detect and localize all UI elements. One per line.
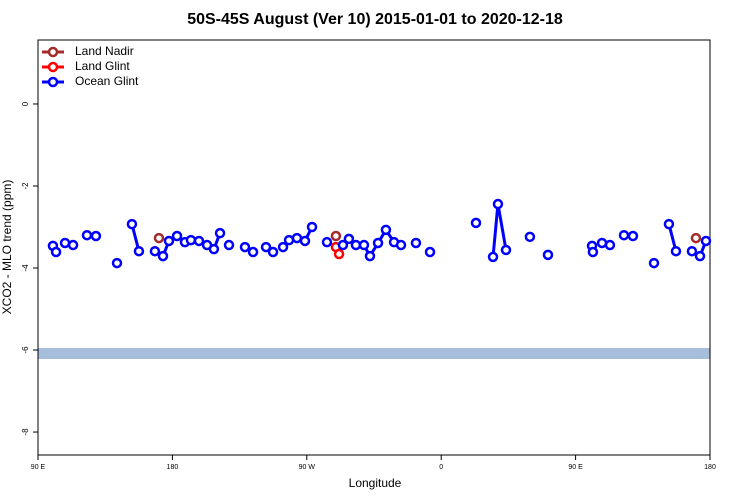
x-tick-label: 90 E xyxy=(31,464,46,471)
data-point xyxy=(648,257,660,269)
data-point xyxy=(686,245,698,257)
data-point xyxy=(410,237,422,249)
data-point xyxy=(153,232,165,244)
data-point xyxy=(337,239,349,251)
data-point xyxy=(208,243,220,255)
y-tick-label: -2 xyxy=(21,182,30,190)
data-point xyxy=(604,239,616,251)
data-point xyxy=(50,246,62,258)
data-point xyxy=(163,235,175,247)
data-point xyxy=(67,239,79,251)
y-axis-label: XCO2 - MLO trend (ppm) xyxy=(0,180,14,315)
data-point xyxy=(299,235,311,247)
data-point xyxy=(690,232,702,244)
data-point xyxy=(133,245,145,257)
y-tick-label: 0 xyxy=(21,101,30,106)
data-point xyxy=(694,250,706,262)
data-point xyxy=(343,233,355,245)
data-point xyxy=(239,241,251,253)
series-segment xyxy=(491,203,500,258)
surface-band xyxy=(38,348,710,359)
y-tick-label: -8 xyxy=(21,428,30,436)
data-point xyxy=(223,239,235,251)
data-point xyxy=(149,245,161,257)
data-point xyxy=(372,237,384,249)
legend-marker xyxy=(47,46,59,58)
data-point xyxy=(59,237,71,249)
data-point xyxy=(542,249,554,261)
data-point xyxy=(321,236,333,248)
series-segment xyxy=(496,203,508,251)
x-tick-label: 180 xyxy=(167,464,179,471)
data-point xyxy=(524,231,536,243)
data-point xyxy=(364,250,376,262)
data-point xyxy=(126,218,138,230)
data-point xyxy=(193,235,205,247)
data-point xyxy=(487,251,499,263)
legend-label: Ocean Glint xyxy=(75,74,139,88)
data-point xyxy=(214,227,226,239)
legend-label: Land Nadir xyxy=(75,44,134,58)
legend-marker xyxy=(47,61,59,73)
data-point xyxy=(663,218,675,230)
data-point xyxy=(500,244,512,256)
data-point xyxy=(470,217,482,229)
x-tick-label: 0 xyxy=(439,464,443,471)
data-point xyxy=(627,230,639,242)
data-point xyxy=(380,224,392,236)
data-point xyxy=(358,239,370,251)
data-point xyxy=(157,250,169,262)
data-point xyxy=(492,198,504,210)
data-point xyxy=(291,232,303,244)
data-point xyxy=(333,248,345,260)
data-point xyxy=(395,239,407,251)
data-point xyxy=(90,230,102,242)
data-point xyxy=(277,241,289,253)
x-axis-label: Longitude xyxy=(349,476,402,490)
x-tick-label: 90 E xyxy=(568,464,583,471)
x-tick-label: 180 xyxy=(704,464,716,471)
y-tick-label: -4 xyxy=(21,264,30,272)
data-point xyxy=(306,221,318,233)
legend-label: Land Glint xyxy=(75,59,130,73)
data-point xyxy=(267,246,279,258)
data-point xyxy=(81,229,93,241)
chart-title: 50S-45S August (Ver 10) 2015-01-01 to 20… xyxy=(187,11,563,28)
data-point xyxy=(185,234,197,246)
data-point xyxy=(350,239,362,251)
data-point xyxy=(424,246,436,258)
data-point xyxy=(111,257,123,269)
data-point xyxy=(670,245,682,257)
data-point xyxy=(587,246,599,258)
data-point xyxy=(330,230,342,242)
data-point xyxy=(247,246,259,258)
data-point xyxy=(171,230,183,242)
legend-marker xyxy=(47,76,59,88)
plot-frame xyxy=(37,39,711,456)
data-point xyxy=(618,229,630,241)
data-point xyxy=(700,235,712,247)
data-point xyxy=(260,241,272,253)
x-tick-label: 90 W xyxy=(299,464,316,471)
y-tick-label: -6 xyxy=(21,346,30,354)
